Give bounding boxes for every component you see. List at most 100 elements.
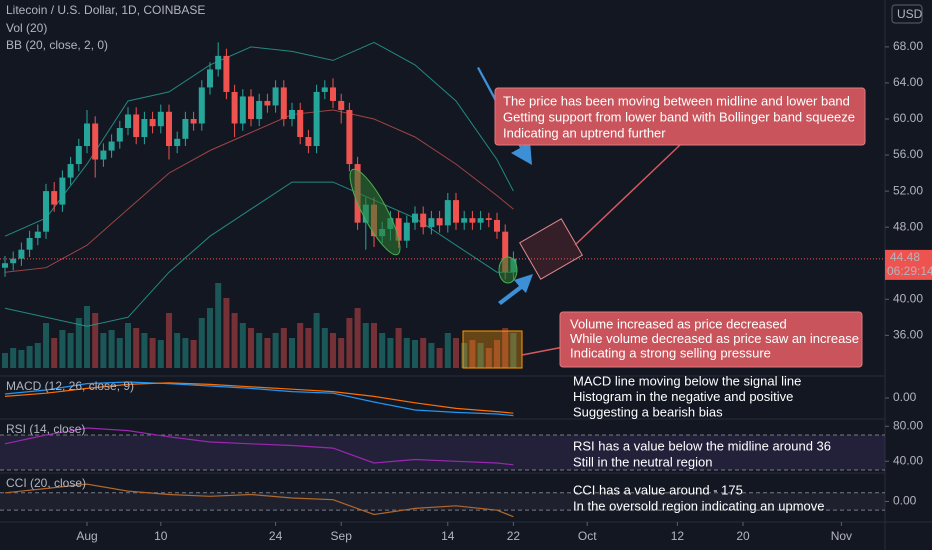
indicator-line (4, 382, 514, 414)
annotation-text: In the oversold region indicating an upm… (573, 498, 825, 513)
volume-bar (223, 298, 230, 368)
volume-bar (43, 323, 49, 368)
candle-body (453, 200, 459, 223)
indicator-line (4, 483, 514, 518)
volume-bar (108, 330, 115, 368)
y-tick-label: 64.00 (893, 75, 923, 89)
annotation-box (559, 311, 863, 368)
y-tick-label: 0.00 (893, 494, 917, 508)
volume-bar (59, 330, 66, 368)
volume-bar (485, 348, 492, 368)
candle-body (174, 138, 181, 147)
last-price-label: 44.48 (890, 250, 920, 264)
x-tick-label: Sep (331, 529, 353, 543)
candle-body (289, 109, 295, 119)
volume-bar (494, 340, 500, 368)
candle-body (92, 123, 99, 160)
drawings (349, 67, 866, 369)
candle-body (338, 100, 345, 110)
volume-bar (100, 333, 107, 368)
volume-bar (264, 338, 271, 368)
volume-bar (321, 328, 328, 368)
pane-title: RSI (14, close) (6, 422, 85, 436)
legend-volume: Vol (20) (6, 21, 47, 35)
volume-bar (338, 338, 345, 368)
volume-bar (182, 338, 189, 368)
candle-body (239, 96, 246, 124)
volume-bar (84, 306, 90, 368)
annotation-text: Indicating a strong selling pressure (570, 345, 771, 360)
volume-bar (157, 340, 164, 368)
candle-body (108, 141, 115, 151)
bb-lower (4, 181, 514, 327)
candle-body (26, 237, 33, 250)
candle-body (59, 177, 66, 205)
candle-body (125, 114, 131, 129)
volume-bar (207, 308, 213, 368)
x-tick-label: 14 (441, 529, 455, 543)
band-fill (0, 435, 885, 470)
volume-bar (403, 338, 410, 368)
volume-bar (428, 343, 435, 368)
candle-body (264, 100, 271, 106)
pane-title: CCI (20, close) (6, 476, 86, 490)
volume-bar (436, 348, 443, 368)
candle-body (231, 91, 238, 124)
candle-body (297, 109, 304, 138)
currency-box (891, 4, 923, 24)
candle-body (248, 96, 254, 119)
volume-bar (510, 333, 517, 368)
volume-bar (461, 343, 468, 368)
candle-body (157, 111, 164, 127)
volume-bar (166, 313, 172, 368)
volume-bar (125, 323, 131, 368)
annotation-text: Suggesting a bearish bias (573, 404, 723, 419)
annotation-text: MACD line moving below the signal line (573, 373, 801, 388)
volume-bar (67, 333, 74, 368)
candle-body (223, 55, 230, 92)
volume-bar (395, 328, 402, 368)
pane-title: MACD (12, 26, close, 9) (6, 379, 134, 393)
candle-body (502, 231, 509, 273)
candle-body (182, 118, 189, 139)
volume-bar (453, 338, 459, 368)
annotation-text: Histogram in the negative and positive (573, 389, 793, 404)
annotation-text: Still in the neutral region (573, 454, 712, 469)
annotation-box (494, 87, 866, 146)
candle-body (272, 87, 279, 106)
volume-bar (2, 353, 8, 368)
candle-body (141, 118, 148, 138)
y-tick-label: 80.00 (893, 418, 923, 432)
volume-bar (51, 338, 58, 368)
volume-bar (420, 338, 427, 368)
volume-bar (75, 318, 82, 368)
rectangle-drawing (462, 330, 523, 369)
volume-bar (231, 313, 238, 368)
candle-body (428, 218, 435, 228)
y-tick-label: 60.00 (893, 111, 923, 125)
y-tick-label: 48.00 (893, 219, 923, 233)
candle-body (100, 150, 107, 160)
volume-bar (305, 328, 312, 368)
x-tick-label: 12 (671, 529, 685, 543)
candle-body (10, 258, 17, 264)
candle-body (43, 191, 49, 232)
volume-bar (26, 346, 33, 368)
candle-body (469, 218, 476, 223)
legend-bb: BB (20, close, 2, 0) (6, 38, 108, 52)
volume-bar (239, 323, 246, 368)
annotation-text: Volume increased as price decreased (570, 316, 787, 331)
volume-bar (10, 348, 17, 368)
volume-bar (502, 328, 509, 368)
volume-bar (133, 328, 140, 368)
candle-body (280, 87, 287, 119)
indicator-line (4, 427, 514, 466)
candle-body (116, 128, 123, 142)
candle-body (133, 114, 140, 138)
x-tick-label: Oct (578, 529, 597, 543)
indicator-line (4, 381, 514, 417)
volume-bar (248, 328, 254, 368)
volume-bar (256, 333, 263, 368)
volume-bar (477, 343, 484, 368)
candle-body (330, 87, 336, 101)
